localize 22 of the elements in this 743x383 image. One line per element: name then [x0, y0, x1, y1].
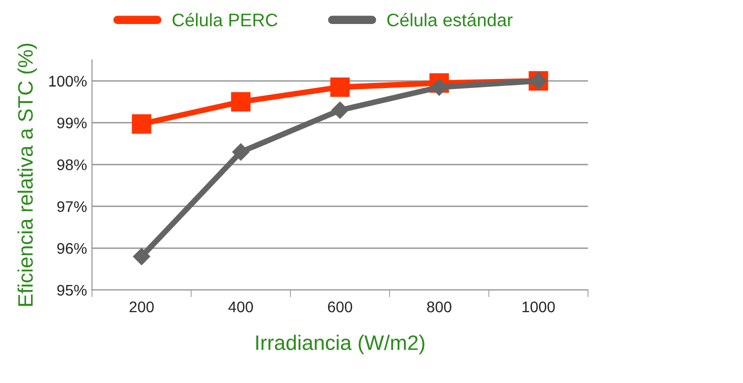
y-tick-label: 96% [57, 243, 87, 254]
point [132, 114, 152, 134]
x-tick-label: 800 [427, 302, 452, 312]
point [231, 92, 251, 112]
point [330, 77, 350, 97]
x-tick-label: 200 [130, 302, 154, 312]
y-tick-label: 98% [57, 159, 87, 170]
point [232, 143, 250, 161]
x-tick-label: 600 [328, 302, 352, 312]
y-tick-label: 100% [49, 76, 87, 87]
legend-label: Célula PERC [172, 12, 278, 26]
x-tick-label: 400 [228, 302, 253, 312]
legend-label: Célula estándar [387, 12, 513, 26]
y-tick-label: 97% [57, 201, 87, 212]
x-tick-label: 1000 [522, 302, 555, 312]
point [331, 102, 349, 119]
y-tick-label: 95% [57, 284, 87, 296]
y-tick-label: 99% [57, 118, 87, 128]
y-axis-title: Eficiencia relativa a STC (%) [18, 44, 37, 306]
point [430, 78, 448, 96]
point [133, 248, 150, 266]
x-axis-title: Irradiancia (W/m2) [256, 334, 424, 354]
